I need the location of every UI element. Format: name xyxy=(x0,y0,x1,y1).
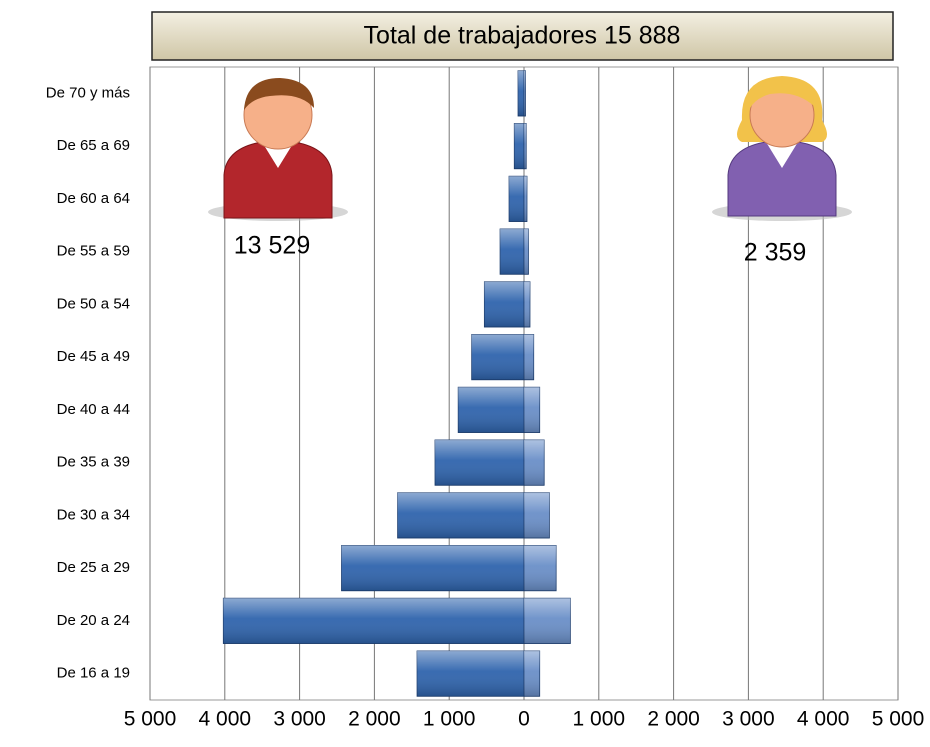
bar-shine xyxy=(484,281,524,328)
bar-shine xyxy=(223,598,524,644)
annotation: 13 529 xyxy=(234,232,310,260)
bar-shine xyxy=(524,228,529,275)
bars xyxy=(222,70,571,697)
y-tick-label: De 60 a 64 xyxy=(57,190,130,207)
x-tick-label: 2 000 xyxy=(647,708,700,731)
bar-shine xyxy=(524,439,545,486)
bar-shine xyxy=(500,228,524,275)
y-tick-label: De 35 a 39 xyxy=(57,454,130,471)
x-tick-label: 0 xyxy=(518,708,530,731)
annotation: 2 359 xyxy=(744,239,807,267)
bar-shine xyxy=(434,439,524,486)
y-tick-label: De 55 a 59 xyxy=(57,243,130,260)
y-tick-label: De 20 a 24 xyxy=(57,612,130,629)
x-tick-label: 1 000 xyxy=(573,708,626,731)
male-icon xyxy=(208,78,348,221)
x-tick-label: 3 000 xyxy=(722,708,775,731)
bar-shine xyxy=(518,70,524,117)
bar-shine xyxy=(524,387,540,433)
y-tick-label: De 30 a 34 xyxy=(57,506,130,523)
y-tick-label: De 50 a 54 xyxy=(57,295,130,312)
bar-shine xyxy=(524,281,530,328)
bar-shine xyxy=(471,334,524,380)
chart-title: Total de trabajadores 15 888 xyxy=(364,22,681,50)
bar-shine xyxy=(524,123,527,169)
x-tick-label: 1 000 xyxy=(423,708,476,731)
female-icon xyxy=(712,76,852,221)
bar-shine xyxy=(509,176,524,222)
x-tick-label: 3 000 xyxy=(273,708,326,731)
x-tick-label: 2 000 xyxy=(348,708,401,731)
x-tick-label: 5 000 xyxy=(124,708,177,731)
bar-shine xyxy=(458,387,524,433)
x-tick-label: 5 000 xyxy=(872,708,925,731)
bar-shine xyxy=(524,492,550,539)
y-tick-label: De 70 y más xyxy=(46,84,130,101)
x-tick-label: 4 000 xyxy=(199,708,252,731)
bar-shine xyxy=(514,123,524,169)
y-tick-label: De 16 a 19 xyxy=(57,665,130,682)
y-tick-label: De 45 a 49 xyxy=(57,348,130,365)
bar-shine xyxy=(341,545,524,591)
bar-shine xyxy=(524,545,557,591)
title-box xyxy=(151,11,894,61)
y-tick-label: De 65 a 69 xyxy=(57,137,130,154)
bar-shine xyxy=(524,70,526,117)
bar-shine xyxy=(524,598,571,644)
y-tick-label: De 25 a 29 xyxy=(57,559,130,576)
bar-shine xyxy=(524,334,534,380)
x-tick-label: 4 000 xyxy=(797,708,850,731)
bar-shine xyxy=(397,492,524,539)
y-tick-label: De 40 a 44 xyxy=(57,401,130,418)
bar-shine xyxy=(524,176,527,222)
bar-shine xyxy=(417,650,524,697)
bar-shine xyxy=(524,650,540,697)
